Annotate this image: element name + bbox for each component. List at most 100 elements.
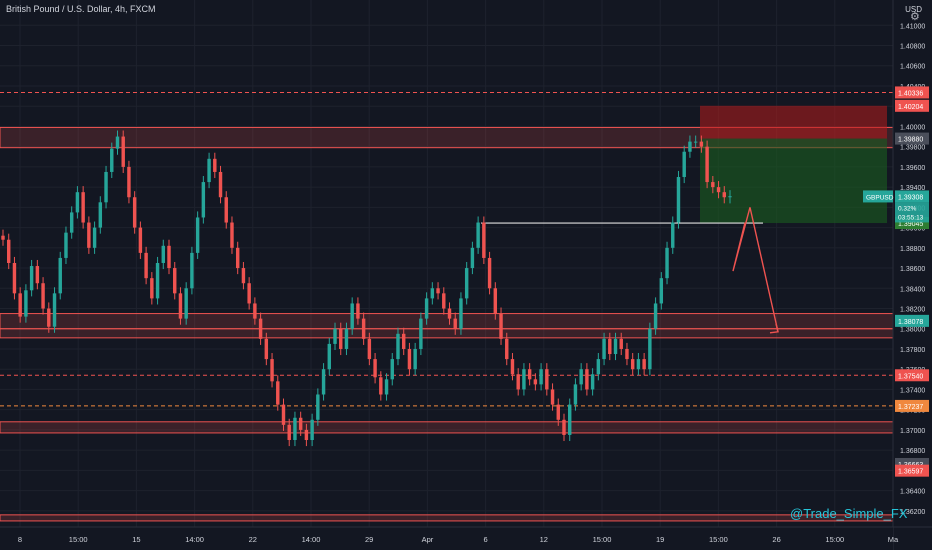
candle-body [413, 348, 417, 370]
candle-body [390, 359, 394, 380]
candle-body [630, 359, 635, 370]
candle-body [327, 343, 332, 370]
candle-body [699, 141, 704, 147]
candle-body [596, 359, 601, 375]
candle-body [482, 222, 486, 258]
candle-body [447, 308, 452, 319]
price-label-text: 1.36597 [898, 469, 923, 476]
price-label-text: 1.40336 [898, 90, 923, 97]
author-watermark: @Trade_Simple_FX [790, 506, 908, 521]
candle-body [602, 338, 606, 360]
supply-demand-zone [0, 514, 894, 522]
candle-body [75, 192, 80, 213]
candle-body [688, 141, 692, 152]
candle-body [361, 318, 366, 339]
candle-body [344, 328, 349, 349]
candle-body [161, 245, 166, 263]
candle-body [241, 268, 246, 284]
y-tick-label: 1.40800 [900, 44, 925, 51]
candle-body [304, 429, 309, 441]
candle-body [567, 404, 572, 435]
candle-body [1, 235, 5, 240]
candle-body [527, 369, 532, 380]
candle-body [41, 283, 45, 309]
time-axis[interactable] [0, 527, 893, 550]
candle-body [310, 419, 314, 441]
supply-demand-zone [0, 328, 894, 339]
y-tick-label: 1.39800 [900, 145, 925, 152]
candle-body [287, 424, 291, 441]
candle-body [648, 328, 652, 370]
price-label-text: 1.38078 [898, 319, 923, 326]
candle-body [430, 288, 435, 299]
candle-body [665, 247, 669, 279]
price-label-text: 1.40204 [898, 104, 923, 111]
gear-icon[interactable]: ⚙ [910, 11, 920, 23]
price-label-badge [895, 369, 929, 382]
candle-body [453, 318, 457, 329]
x-tick-label: 8 [18, 535, 22, 544]
candle-body [104, 171, 108, 203]
candle-body [178, 293, 183, 319]
candle-body [150, 278, 154, 299]
x-tick-label: 19 [656, 535, 664, 544]
candle-body [7, 239, 11, 263]
candle-body [459, 298, 463, 329]
y-tick-label: 1.38200 [900, 307, 925, 314]
candle-body [167, 245, 171, 269]
projection-arrow [732, 207, 779, 332]
price-label-text: 1.39045 [898, 221, 923, 228]
candle-body [230, 222, 234, 248]
candle-body [190, 252, 194, 289]
candle-body [92, 227, 97, 248]
countdown-text: 03:55:13 [898, 214, 924, 221]
candle-body [476, 222, 480, 248]
candle-body [373, 359, 377, 378]
price-label-badge [895, 99, 929, 112]
price-label-badge [895, 314, 929, 327]
candle-body [522, 369, 526, 390]
candle-body [110, 148, 114, 172]
price-label-text: 1.37540 [898, 373, 923, 380]
price-label-badge [895, 86, 929, 99]
candle-body [52, 293, 57, 327]
x-tick-label: 14:00 [185, 535, 204, 544]
candle-body [367, 338, 372, 360]
stop-loss-zone [700, 105, 887, 139]
candle-body [115, 136, 120, 149]
candle-body [590, 374, 595, 390]
candle-body [195, 217, 200, 253]
candle-body [29, 266, 34, 291]
candle-body [705, 146, 709, 183]
candle-body [339, 328, 343, 349]
x-tick-label: 12 [540, 535, 548, 544]
y-tick-label: 1.39000 [900, 226, 925, 233]
x-tick-label: Ma [888, 535, 899, 544]
candle-body [442, 293, 446, 309]
candle-body [69, 212, 74, 233]
candle-body [350, 303, 354, 329]
candle-body [556, 404, 560, 420]
candle-body [682, 151, 686, 178]
candle-body [132, 197, 137, 228]
y-tick-label: 1.40600 [900, 64, 925, 71]
candle-body [298, 417, 303, 430]
candle-body [573, 384, 578, 405]
candle-body [396, 333, 400, 360]
candle-body [207, 158, 211, 183]
y-tick-label: 1.37000 [900, 428, 925, 435]
candle-body [711, 182, 715, 188]
x-tick-label: 26 [772, 535, 780, 544]
x-tick-label: 15:00 [69, 535, 88, 544]
symbol-badge-text: GBPUSD [866, 194, 894, 201]
candle-body [144, 252, 148, 279]
price-label-badge [895, 190, 929, 203]
candle-body [671, 222, 675, 248]
candle-body [12, 262, 17, 294]
candle-body [264, 338, 269, 360]
x-tick-label: 15:00 [709, 535, 728, 544]
candle-body [121, 136, 125, 167]
currency-label: USD [905, 5, 922, 14]
